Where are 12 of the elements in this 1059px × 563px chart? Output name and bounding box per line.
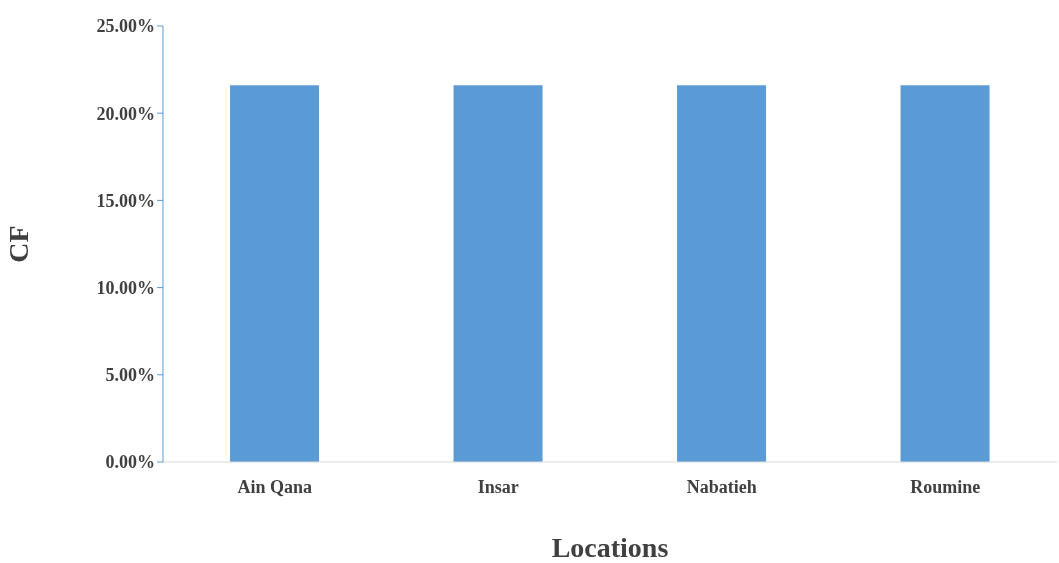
x-tick-label: Nabatieh xyxy=(686,476,757,497)
x-axis-title: Locations xyxy=(551,532,669,563)
y-tick-label: 10.00% xyxy=(96,277,155,298)
y-tick-label: 5.00% xyxy=(105,365,155,386)
y-tick-label: 25.00% xyxy=(96,16,155,37)
x-tick-label: Insar xyxy=(477,476,519,497)
x-tick-label: Roumine xyxy=(910,476,981,497)
y-tick-label: 20.00% xyxy=(96,103,155,124)
y-axis-title: CF xyxy=(2,225,34,263)
y-tick-label: 0.00% xyxy=(105,452,155,473)
y-tick-label: 15.00% xyxy=(96,190,155,211)
x-tick-label: Ain Qana xyxy=(237,476,313,497)
